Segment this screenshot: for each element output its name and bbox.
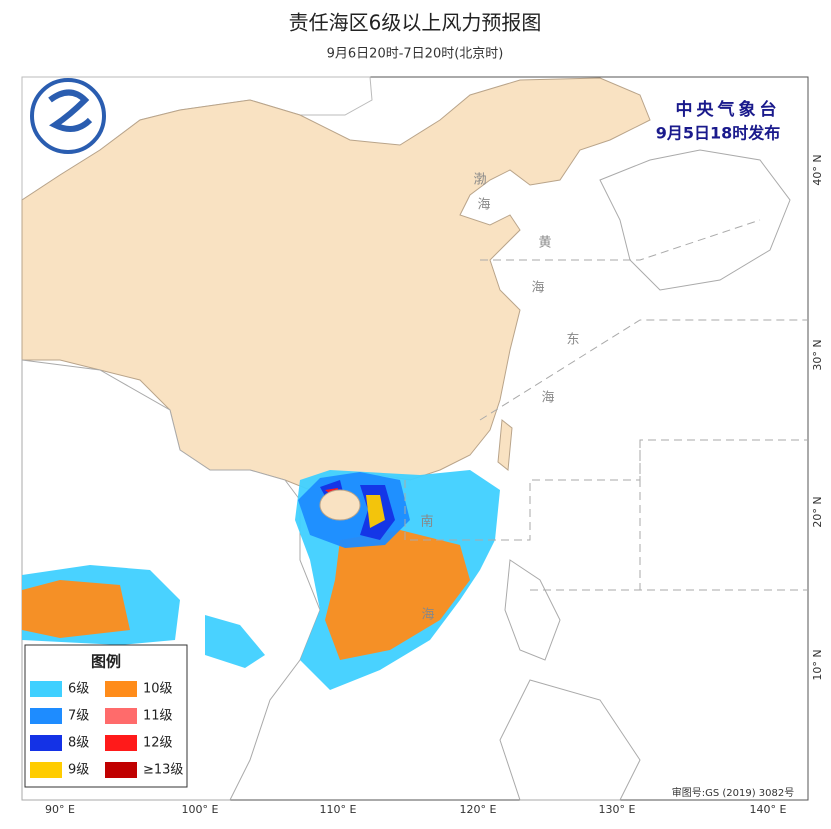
legend-swatch: [105, 708, 137, 724]
korea-japan-land: [599, 149, 791, 291]
legend-label: 8级: [68, 736, 89, 751]
longitude-label: 120° E: [460, 803, 497, 816]
borneo-land: [499, 679, 641, 801]
sea-label: 海: [477, 198, 490, 213]
logo-mark: [48, 89, 93, 132]
legend-swatch: [30, 681, 62, 697]
title: 责任海区6级以上风力预报图: [289, 11, 542, 35]
sea-label: 渤: [473, 172, 486, 188]
sea-label: 海: [541, 391, 554, 406]
zone-line: [480, 219, 761, 261]
latitude-label: 10° N: [811, 649, 824, 680]
longitude-label: 110° E: [320, 803, 357, 816]
legend-label: 10级: [143, 682, 173, 697]
legend-label: 6级: [68, 682, 89, 697]
sea-label: 黄: [538, 236, 551, 251]
longitude-label: 140° E: [750, 803, 787, 816]
legend: 图例 6级 10级 7级 11级 8级 12级 9级 ≥13级: [24, 644, 188, 788]
legend-label: ≥13级: [143, 763, 183, 778]
wind-area: [366, 495, 385, 528]
legend-swatch: [105, 681, 137, 697]
wind-area: [22, 580, 130, 638]
sea-label: 海: [421, 608, 434, 623]
legend-swatch: [30, 762, 62, 778]
boundary-lines: [404, 219, 808, 591]
longitude-label: 130° E: [599, 803, 636, 816]
legend-swatch: [30, 735, 62, 751]
subtitle: 9月6日20时-7日20时(北京时): [327, 47, 504, 62]
longitude-label: 100° E: [182, 803, 219, 816]
zone-line: [479, 319, 808, 421]
legend-swatch: [105, 762, 137, 778]
map-number: 审图号:GS (2019) 3082号: [672, 786, 795, 799]
wind-area: [325, 530, 470, 660]
legend-label: 7级: [68, 709, 89, 724]
longitude-label: 90° E: [45, 803, 75, 816]
sea-label: 海: [531, 281, 544, 296]
issuer-name: 中央气象台: [676, 99, 781, 120]
latitude-label: 30° N: [811, 339, 824, 370]
wind-area: [205, 615, 265, 668]
issuer-time: 9月5日18时发布: [656, 124, 781, 143]
latitude-label: 40° N: [811, 154, 824, 185]
latitude-label: 20° N: [811, 496, 824, 527]
sea-label: 东: [566, 333, 579, 348]
taiwan: [497, 419, 513, 471]
legend-label: 11级: [143, 709, 173, 724]
legend-label: 9级: [68, 763, 89, 778]
philippines-land: [504, 559, 561, 661]
sea-label: 南: [420, 514, 433, 530]
legend-swatch: [30, 708, 62, 724]
hainan: [319, 489, 361, 521]
legend-swatch: [105, 735, 137, 751]
legend-label: 12级: [143, 736, 173, 751]
legend-title: 图例: [91, 653, 121, 671]
